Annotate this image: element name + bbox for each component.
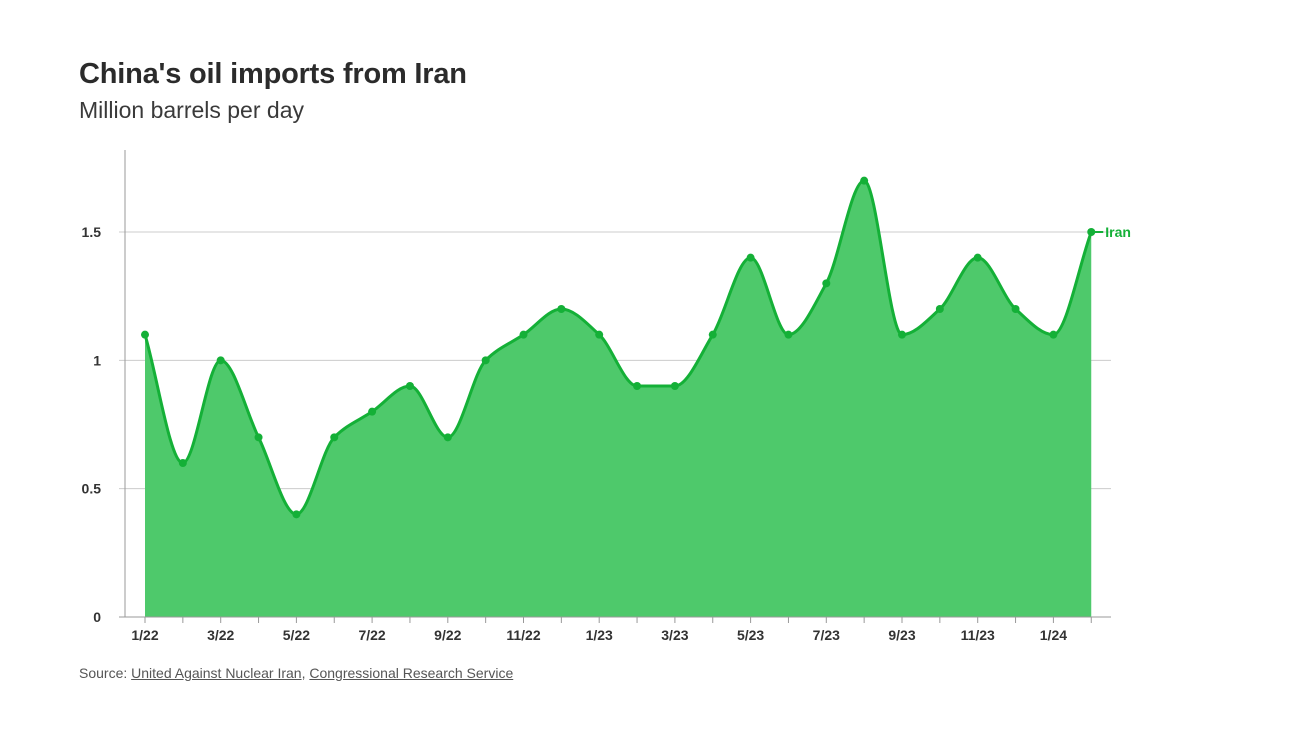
data-point	[670, 381, 679, 390]
data-point	[784, 330, 793, 339]
data-points	[141, 176, 1096, 519]
source-link-uani[interactable]: United Against Nuclear Iran	[131, 665, 302, 681]
x-tick-label: 5/23	[737, 627, 764, 643]
data-point	[481, 356, 490, 365]
source-note: Source: United Against Nuclear Iran, Con…	[79, 665, 513, 681]
data-point	[822, 279, 831, 288]
data-point	[860, 176, 869, 185]
source-separator: ,	[301, 665, 310, 681]
x-tick-label: 3/22	[207, 627, 234, 643]
x-tick-label: 1/24	[1040, 627, 1067, 643]
data-point	[141, 330, 149, 339]
data-point	[330, 433, 339, 442]
series-line-group	[143, 179, 1093, 516]
x-tick-label: 9/23	[888, 627, 915, 643]
source-link-crs[interactable]: Congressional Research Service	[309, 665, 514, 681]
data-point	[1049, 330, 1058, 339]
x-tick-label: 7/23	[813, 627, 840, 643]
data-point	[254, 433, 263, 442]
data-point	[973, 253, 982, 262]
y-tick-label: 1	[93, 352, 101, 368]
data-point	[519, 330, 528, 339]
x-tick-label: 3/23	[661, 627, 688, 643]
data-point	[557, 304, 566, 313]
chart-title: China's oil imports from Iran	[79, 58, 467, 90]
data-point	[633, 381, 642, 390]
x-tick-label: 11/23	[961, 627, 995, 643]
x-tick-label: 11/22	[506, 627, 540, 643]
area-chart: 0 0.5 1 1.5 1/22 3/22 5/22 7/22 9/22 11/22 1/23 3/…	[82, 150, 1131, 643]
y-tick-label: 1.5	[82, 224, 102, 240]
data-point	[708, 330, 717, 339]
y-tick-label: 0.5	[82, 481, 102, 497]
data-point	[595, 330, 604, 339]
data-point	[178, 458, 187, 467]
source-prefix: Source:	[79, 665, 132, 681]
data-point	[1011, 304, 1020, 313]
x-tick-label: 9/22	[434, 627, 461, 643]
data-point	[898, 330, 906, 339]
x-tick-label: 1/22	[131, 627, 158, 643]
series-line-iran	[143, 179, 1093, 516]
data-point	[746, 253, 755, 262]
y-axis-ticks: 0 0.5 1 1.5	[82, 224, 102, 625]
data-point	[405, 381, 414, 390]
data-point	[935, 304, 944, 313]
series-label-iran: Iran	[1105, 224, 1131, 240]
data-point	[368, 407, 377, 416]
series-labels: Iran	[1091, 224, 1131, 240]
data-point	[216, 356, 225, 365]
area-fill	[145, 180, 1092, 617]
chart-subtitle: Million barrels per day	[79, 97, 304, 123]
x-tick-label: 5/22	[283, 627, 310, 643]
data-point	[292, 510, 301, 519]
x-tick-label: 7/22	[358, 627, 385, 643]
x-axis-ticks: 1/22 3/22 5/22 7/22 9/22 11/22 1/23 3/23 5/23 7/2…	[131, 617, 1092, 643]
data-point	[443, 433, 452, 442]
axes	[119, 150, 1111, 618]
area-fill-group	[145, 180, 1092, 617]
x-tick-label: 1/23	[586, 627, 613, 643]
y-tick-label: 0	[93, 609, 101, 625]
